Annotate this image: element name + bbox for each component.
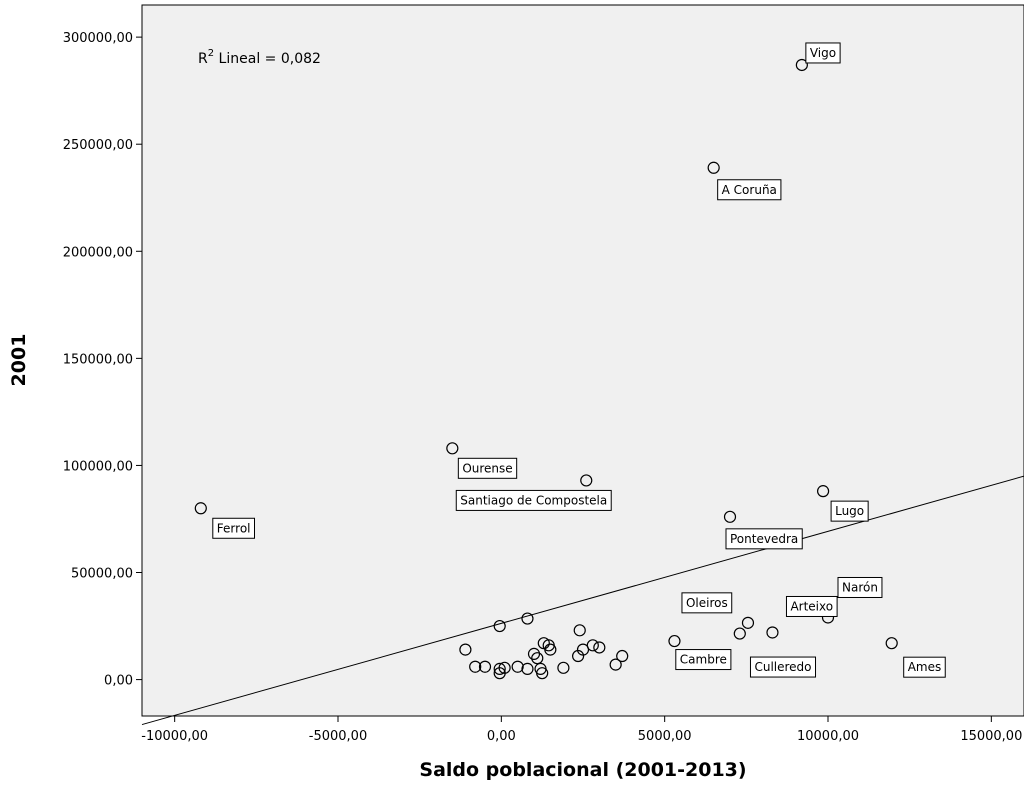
x-axis-title: Saldo poblacional (2001-2013) [419, 759, 746, 781]
svg-text:Oleiros: Oleiros [686, 596, 728, 610]
point-label: A Coruña [717, 179, 782, 201]
data-point [668, 634, 681, 648]
plot-area [141, 4, 1024, 717]
y-tick-label: 300000,00 [63, 31, 133, 46]
y-axis-title: 2001 [8, 334, 30, 387]
y-tick-label: 150000,00 [63, 352, 133, 367]
svg-text:Santiago de Compostela: Santiago de Compostela [460, 493, 607, 507]
data-point [469, 660, 482, 673]
point-label: Lugo [830, 500, 869, 522]
point-label: Ferrol [212, 517, 256, 539]
point-label: Cambre [675, 649, 732, 671]
x-tick-label: 15000,00 [960, 729, 1022, 744]
data-point [586, 639, 599, 652]
point-label: Santiago de Compostela [455, 489, 612, 511]
data-point [573, 624, 586, 637]
data-point [536, 667, 549, 680]
svg-text:A Coruña: A Coruña [722, 183, 777, 197]
y-axis: 0,00 50000,00 100000,00 150000,00 200000,00 2… [63, 31, 142, 689]
point-label: Arteixo [785, 595, 838, 617]
r2-annotation: R2 Lineal = 0,082 [198, 48, 321, 67]
y-tick-label: 250000,00 [63, 138, 133, 153]
svg-text:Culleredo: Culleredo [754, 660, 811, 674]
data-point [531, 652, 544, 665]
x-axis: -10000,00 -5000,00 0,00 5000,00 10000,00 1500… [141, 716, 1022, 744]
data-point [459, 643, 472, 656]
data-point [616, 649, 629, 663]
point-labels: Vigo A Coruña Ourense Santiago de Compostel… [212, 42, 946, 678]
point-label: Vigo [805, 42, 841, 64]
data-point [816, 485, 830, 498]
y-tick-label: 200000,00 [63, 245, 133, 260]
svg-text:Cambre: Cambre [680, 653, 727, 667]
x-tick-label: -5000,00 [309, 729, 367, 744]
data-point [478, 660, 492, 673]
x-tick-label: 10000,00 [797, 729, 859, 744]
data-point [498, 661, 511, 674]
data-point [194, 502, 207, 515]
x-tick-label: 0,00 [487, 729, 516, 744]
data-point [593, 641, 606, 654]
x-tick-label: 5000,00 [638, 729, 692, 744]
data-point [544, 643, 557, 656]
point-label: Ourense [457, 457, 518, 479]
y-tick-label: 100000,00 [63, 459, 133, 474]
data-point [493, 619, 506, 633]
data-point [521, 662, 534, 675]
data-point [885, 637, 898, 650]
svg-text:Vigo: Vigo [810, 46, 836, 60]
svg-text:Ferrol: Ferrol [217, 521, 251, 535]
data-point [557, 661, 570, 674]
data-point [580, 474, 593, 487]
point-label: Ames [903, 656, 946, 678]
data-point [723, 510, 737, 523]
data-point [446, 442, 459, 455]
data-point [493, 662, 506, 675]
data-point [521, 612, 534, 625]
data-point [527, 647, 541, 660]
svg-text:Ourense: Ourense [462, 461, 512, 475]
data-point [707, 161, 720, 174]
point-label: Pontevedra [725, 528, 803, 550]
svg-text:Narón: Narón [842, 580, 878, 594]
data-point [795, 58, 808, 72]
data-point [511, 660, 524, 673]
data-point [733, 627, 746, 640]
x-tick-label: -10000,00 [141, 729, 208, 744]
data-point [609, 658, 622, 671]
point-label: Culleredo [749, 656, 817, 678]
data-point [766, 626, 779, 639]
point-label: Narón [837, 576, 883, 598]
fit-line [141, 475, 1024, 726]
svg-text:Arteixo: Arteixo [790, 599, 833, 613]
y-tick-label: 50000,00 [71, 567, 133, 582]
point-label: Oleiros [681, 592, 733, 614]
svg-text:Lugo: Lugo [835, 504, 864, 518]
svg-text:Pontevedra: Pontevedra [730, 532, 798, 546]
y-tick-label: 0,00 [104, 674, 133, 689]
svg-text:Ames: Ames [908, 660, 942, 674]
data-point [741, 616, 755, 629]
